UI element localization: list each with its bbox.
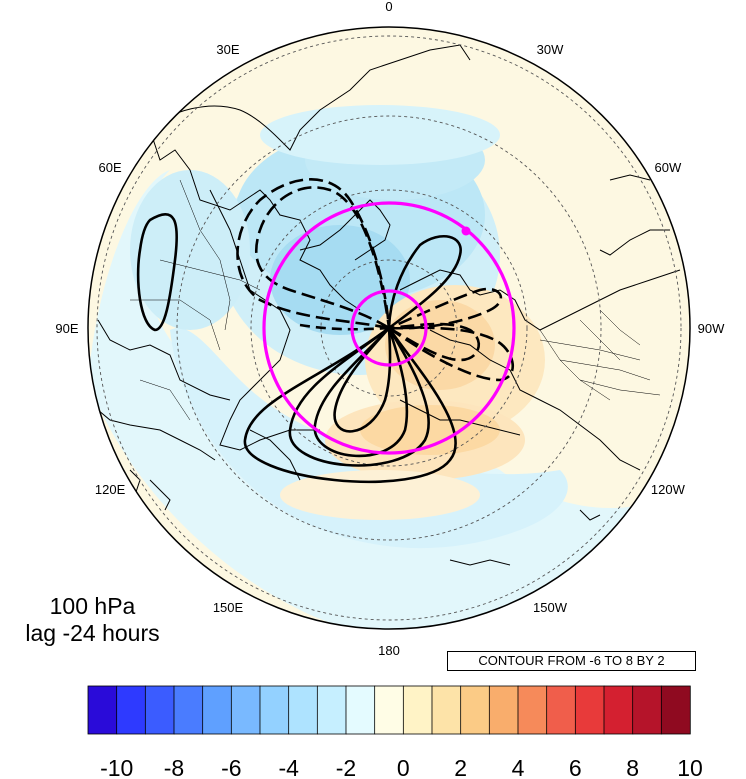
longitude-label: 150E (213, 600, 244, 615)
longitude-label: 90W (698, 321, 725, 336)
lag-label: lag -24 hours (25, 620, 160, 646)
longitude-label: 0 (385, 0, 392, 14)
colorbar-label: 2 (454, 755, 467, 779)
longitude-label: 150W (533, 600, 568, 615)
colorbar-label: 10 (677, 755, 703, 779)
colorbar-label: -10 (100, 755, 133, 779)
colorbar-swatch (517, 685, 548, 735)
magenta-marker (461, 226, 471, 236)
longitude-label: 180 (378, 643, 400, 658)
longitude-label: 30E (216, 42, 239, 57)
colorbar-swatch (316, 685, 347, 735)
colorbar-swatch (374, 685, 405, 735)
colorbar-swatch (402, 685, 433, 735)
colorbar-label: -8 (164, 755, 184, 779)
colorbar-swatch (173, 685, 204, 735)
colorbar-swatch (259, 685, 290, 735)
longitude-label: 60W (655, 160, 682, 175)
contour-info-box: CONTOUR FROM -6 TO 8 BY 2 (447, 651, 696, 671)
pressure-level-label: 100 hPa (49, 593, 136, 619)
colorbar-swatch (574, 685, 605, 735)
longitude-label: 120E (95, 482, 126, 497)
colorbar-label: 8 (626, 755, 639, 779)
colorbar-swatch (660, 685, 691, 735)
colorbar-swatch (87, 685, 118, 735)
colorbar-label: 6 (569, 755, 582, 779)
longitude-label: 120W (651, 482, 686, 497)
longitude-label: 90E (55, 321, 78, 336)
colorbar-label: -4 (278, 755, 299, 779)
colorbar-swatch (431, 685, 462, 735)
colorbar-swatch (632, 685, 663, 735)
colorbar-swatch (546, 685, 577, 735)
colorbar-swatch (488, 685, 519, 735)
magenta-reference-circles (262, 201, 516, 455)
colorbar-swatch (202, 685, 233, 735)
colorbar-swatch (603, 685, 634, 735)
colorbar: -10 -8 -6 -4 -2 0 2 4 6 8 10 (87, 685, 703, 779)
graticule (96, 35, 682, 621)
colorbar-swatch (288, 685, 319, 735)
colorbar-swatch (144, 685, 175, 735)
colorbar-label: 4 (512, 755, 525, 779)
longitude-label: 30W (537, 42, 564, 57)
colorbar-swatch (230, 685, 261, 735)
colorbar-label: 0 (397, 755, 410, 779)
colorbar-label: -2 (336, 755, 356, 779)
colorbar-label: -6 (221, 755, 241, 779)
map-border (87, 26, 691, 630)
longitude-labels: 0 30W 60W 90W 120W 150W 180 150E 120E 90E 60E 30E (55, 0, 725, 658)
colorbar-swatch (460, 685, 491, 735)
contour-lines (136, 178, 515, 483)
colorbar-swatch (116, 685, 147, 735)
colorbar-swatch (345, 685, 376, 735)
shaded-field (88, 27, 690, 629)
longitude-label: 60E (99, 160, 122, 175)
